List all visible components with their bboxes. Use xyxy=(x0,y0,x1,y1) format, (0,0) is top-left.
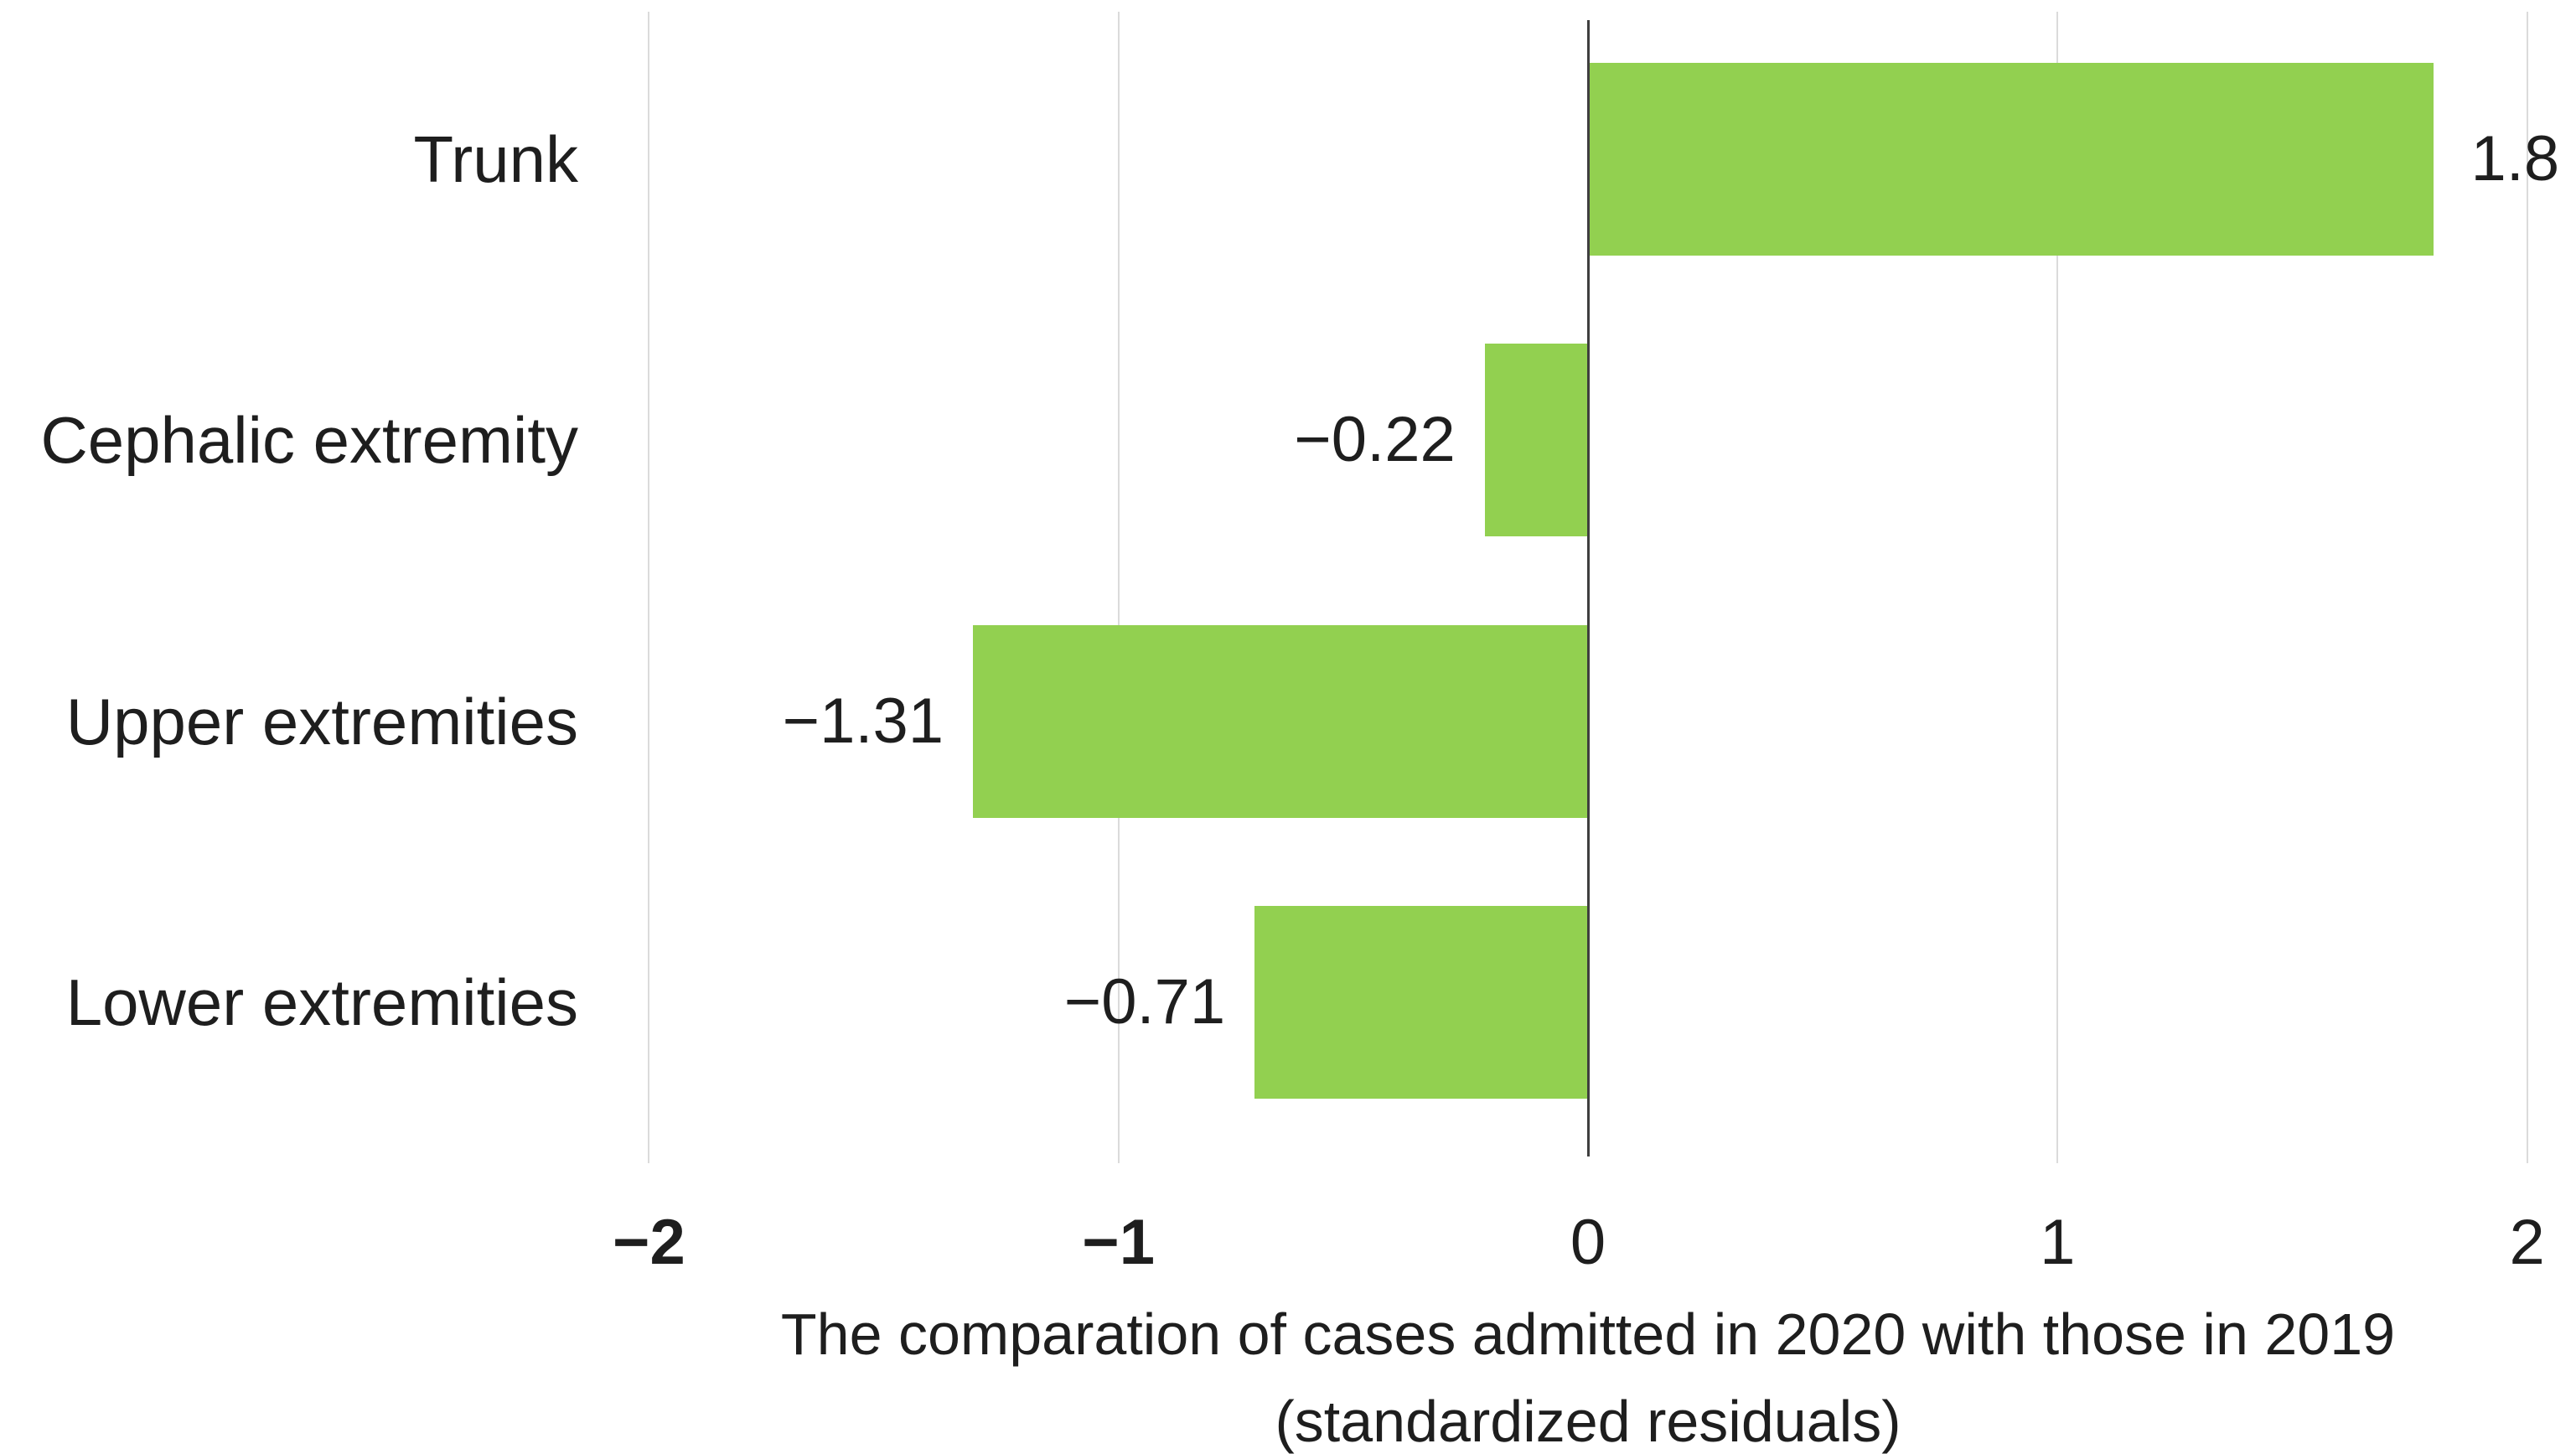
data-label-lower-extremities: −0.71 xyxy=(1063,966,1226,1038)
data-label-trunk: 1.8 xyxy=(2470,122,2560,194)
x-tick-label-3: 1 xyxy=(2040,1207,2076,1278)
category-label-lower-extremities: Lower extremities xyxy=(65,965,578,1040)
category-label-cephalic-extremity: Cephalic extremity xyxy=(40,403,578,478)
bar-trunk xyxy=(1588,62,2434,256)
bar-cephalic-extremity xyxy=(1484,344,1588,537)
gridline xyxy=(2526,12,2528,1163)
zero-axis-line xyxy=(1586,20,1590,1156)
gridline xyxy=(2056,12,2059,1163)
bar-lower-extremities xyxy=(1254,906,1588,1100)
x-axis-title-line-2: (standardized residuals) xyxy=(1275,1389,1901,1454)
x-tick-label-4: 2 xyxy=(2509,1207,2545,1278)
category-label-trunk: Trunk xyxy=(413,122,579,196)
x-tick-label-2: 0 xyxy=(1570,1207,1606,1278)
x-axis-title-line-1: The comparation of cases admitted in 202… xyxy=(780,1301,2396,1367)
gridline xyxy=(1117,12,1120,1163)
data-label-upper-extremities: −1.31 xyxy=(782,685,944,757)
data-label-cephalic-extremity: −0.22 xyxy=(1294,404,1456,476)
x-axis-title: The comparation of cases admitted in 202… xyxy=(582,1291,2576,1454)
gridline xyxy=(648,12,650,1163)
bar-upper-extremities xyxy=(973,624,1588,818)
x-tick-label-1: −1 xyxy=(1082,1207,1156,1278)
category-label-upper-extremities: Upper extremities xyxy=(65,684,578,758)
x-tick-label-0: −2 xyxy=(613,1207,685,1278)
